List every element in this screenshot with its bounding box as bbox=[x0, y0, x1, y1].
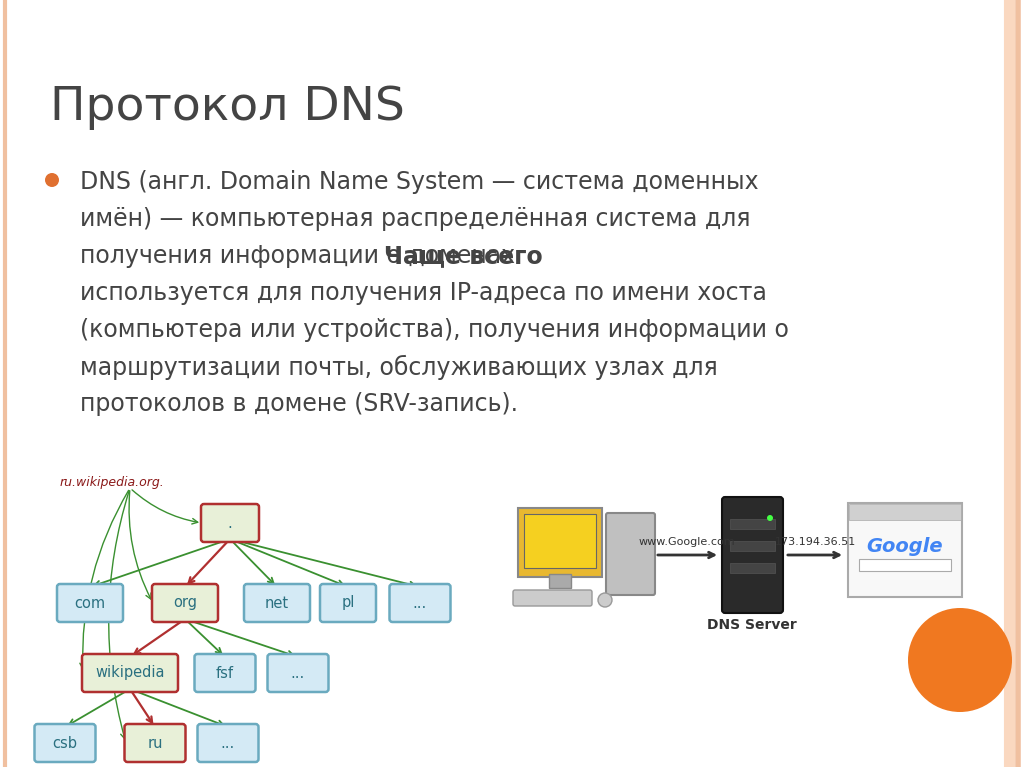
FancyBboxPatch shape bbox=[518, 508, 602, 577]
FancyBboxPatch shape bbox=[730, 541, 775, 551]
FancyBboxPatch shape bbox=[267, 654, 329, 692]
FancyBboxPatch shape bbox=[848, 503, 962, 597]
Text: .: . bbox=[227, 515, 232, 531]
Text: DNS (англ. Domain Name System — система доменных: DNS (англ. Domain Name System — система … bbox=[80, 170, 759, 194]
Text: org: org bbox=[173, 595, 197, 611]
FancyBboxPatch shape bbox=[849, 504, 961, 520]
Text: Google: Google bbox=[866, 538, 943, 557]
Circle shape bbox=[908, 608, 1012, 712]
Text: (компьютера или устройства), получения информации о: (компьютера или устройства), получения и… bbox=[80, 318, 788, 342]
FancyBboxPatch shape bbox=[549, 574, 571, 588]
Text: Протокол DNS: Протокол DNS bbox=[50, 85, 404, 130]
FancyBboxPatch shape bbox=[859, 559, 951, 571]
Text: ru: ru bbox=[147, 736, 163, 750]
Text: com: com bbox=[75, 595, 105, 611]
Text: ru.wikipedia.org.: ru.wikipedia.org. bbox=[60, 476, 165, 489]
Text: ...: ... bbox=[221, 736, 236, 750]
Text: DNS Server: DNS Server bbox=[708, 618, 797, 632]
FancyBboxPatch shape bbox=[244, 584, 310, 622]
Circle shape bbox=[598, 593, 612, 607]
FancyBboxPatch shape bbox=[730, 519, 775, 529]
Text: csb: csb bbox=[52, 736, 78, 750]
Text: ...: ... bbox=[291, 666, 305, 680]
FancyBboxPatch shape bbox=[198, 724, 258, 762]
FancyBboxPatch shape bbox=[152, 584, 218, 622]
FancyBboxPatch shape bbox=[513, 590, 592, 606]
Circle shape bbox=[767, 515, 773, 521]
Text: используется для получения IP-адреса по имени хоста: используется для получения IP-адреса по … bbox=[80, 281, 767, 305]
Text: www.Google.com: www.Google.com bbox=[639, 537, 735, 547]
FancyBboxPatch shape bbox=[195, 654, 256, 692]
Text: Чаще всего: Чаще всего bbox=[384, 244, 543, 268]
FancyBboxPatch shape bbox=[730, 563, 775, 573]
Circle shape bbox=[45, 173, 59, 187]
FancyBboxPatch shape bbox=[319, 584, 376, 622]
FancyBboxPatch shape bbox=[35, 724, 95, 762]
FancyBboxPatch shape bbox=[201, 504, 259, 542]
FancyBboxPatch shape bbox=[389, 584, 451, 622]
FancyBboxPatch shape bbox=[606, 513, 655, 595]
Text: wikipedia: wikipedia bbox=[95, 666, 165, 680]
Text: получения информации о доменах.: получения информации о доменах. bbox=[80, 244, 530, 268]
Text: маршрутизации почты, обслуживающих узлах для: маршрутизации почты, обслуживающих узлах… bbox=[80, 355, 718, 380]
FancyBboxPatch shape bbox=[125, 724, 185, 762]
Text: 173.194.36.51: 173.194.36.51 bbox=[774, 537, 856, 547]
Text: ...: ... bbox=[413, 595, 427, 611]
Text: net: net bbox=[265, 595, 289, 611]
FancyBboxPatch shape bbox=[82, 654, 178, 692]
Text: протоколов в домене (SRV-запись).: протоколов в домене (SRV-запись). bbox=[80, 392, 518, 416]
FancyBboxPatch shape bbox=[524, 514, 596, 568]
Text: имён) — компьютерная распределённая система для: имён) — компьютерная распределённая сист… bbox=[80, 207, 751, 231]
Text: fsf: fsf bbox=[216, 666, 234, 680]
FancyBboxPatch shape bbox=[57, 584, 123, 622]
Text: pl: pl bbox=[341, 595, 354, 611]
FancyBboxPatch shape bbox=[722, 497, 783, 613]
